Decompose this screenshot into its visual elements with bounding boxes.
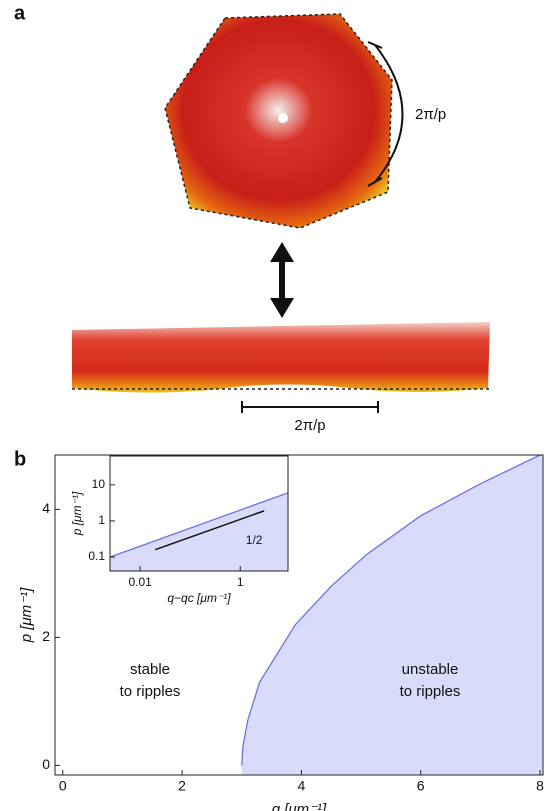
- disk-illustration: [164, 13, 393, 229]
- y-tick-label: 10: [92, 477, 106, 491]
- y-tick-label: 2: [42, 628, 50, 644]
- boundary-line: [241, 454, 541, 766]
- arc-end: [367, 41, 383, 49]
- x-tick-label: 1: [237, 575, 244, 589]
- period-arc: [374, 44, 404, 183]
- y-axis-label: p [μm⁻¹]: [18, 587, 35, 643]
- strip-period-label: 2π/p: [294, 417, 325, 434]
- x-tick-label: 4: [297, 778, 305, 794]
- x-tick-label: 6: [417, 778, 425, 794]
- slope-label: 1/2: [246, 533, 263, 547]
- region-label: to ripples: [400, 683, 461, 700]
- x-axis-label: q−qc [μm⁻¹]: [167, 591, 231, 605]
- x-tick-label: 0.01: [128, 575, 152, 589]
- region-label: stable: [130, 661, 170, 678]
- panel-label: b: [14, 448, 26, 470]
- region-label: to ripples: [120, 683, 181, 700]
- plot-frame-border: [109, 455, 289, 572]
- slope-line: [154, 510, 265, 551]
- y-tick-label: 0: [42, 756, 50, 772]
- y-tick-label: 4: [42, 500, 50, 516]
- panel-label: a: [14, 2, 26, 24]
- x-tick-label: 8: [536, 778, 544, 794]
- boundary-line: [109, 492, 289, 558]
- plot-frame-border: [54, 454, 544, 776]
- arrow-heads: [270, 242, 294, 318]
- y-tick-label: 0.1: [88, 549, 105, 563]
- x-axis-label: q [μm⁻¹]: [272, 801, 327, 811]
- disk-center: [278, 113, 288, 123]
- y-tick-label: 1: [98, 513, 105, 527]
- region-fill: [110, 492, 288, 571]
- region-fill: [241, 455, 543, 775]
- x-tick-label: 0: [59, 778, 67, 794]
- x-tick-label: 2: [178, 778, 186, 794]
- strip-illustration: [72, 322, 490, 393]
- arc-end: [367, 177, 383, 187]
- ring-period-label: 2π/p: [415, 106, 446, 123]
- y-axis-label: p [μm⁻¹]: [70, 491, 84, 536]
- region-label: unstable: [402, 661, 459, 678]
